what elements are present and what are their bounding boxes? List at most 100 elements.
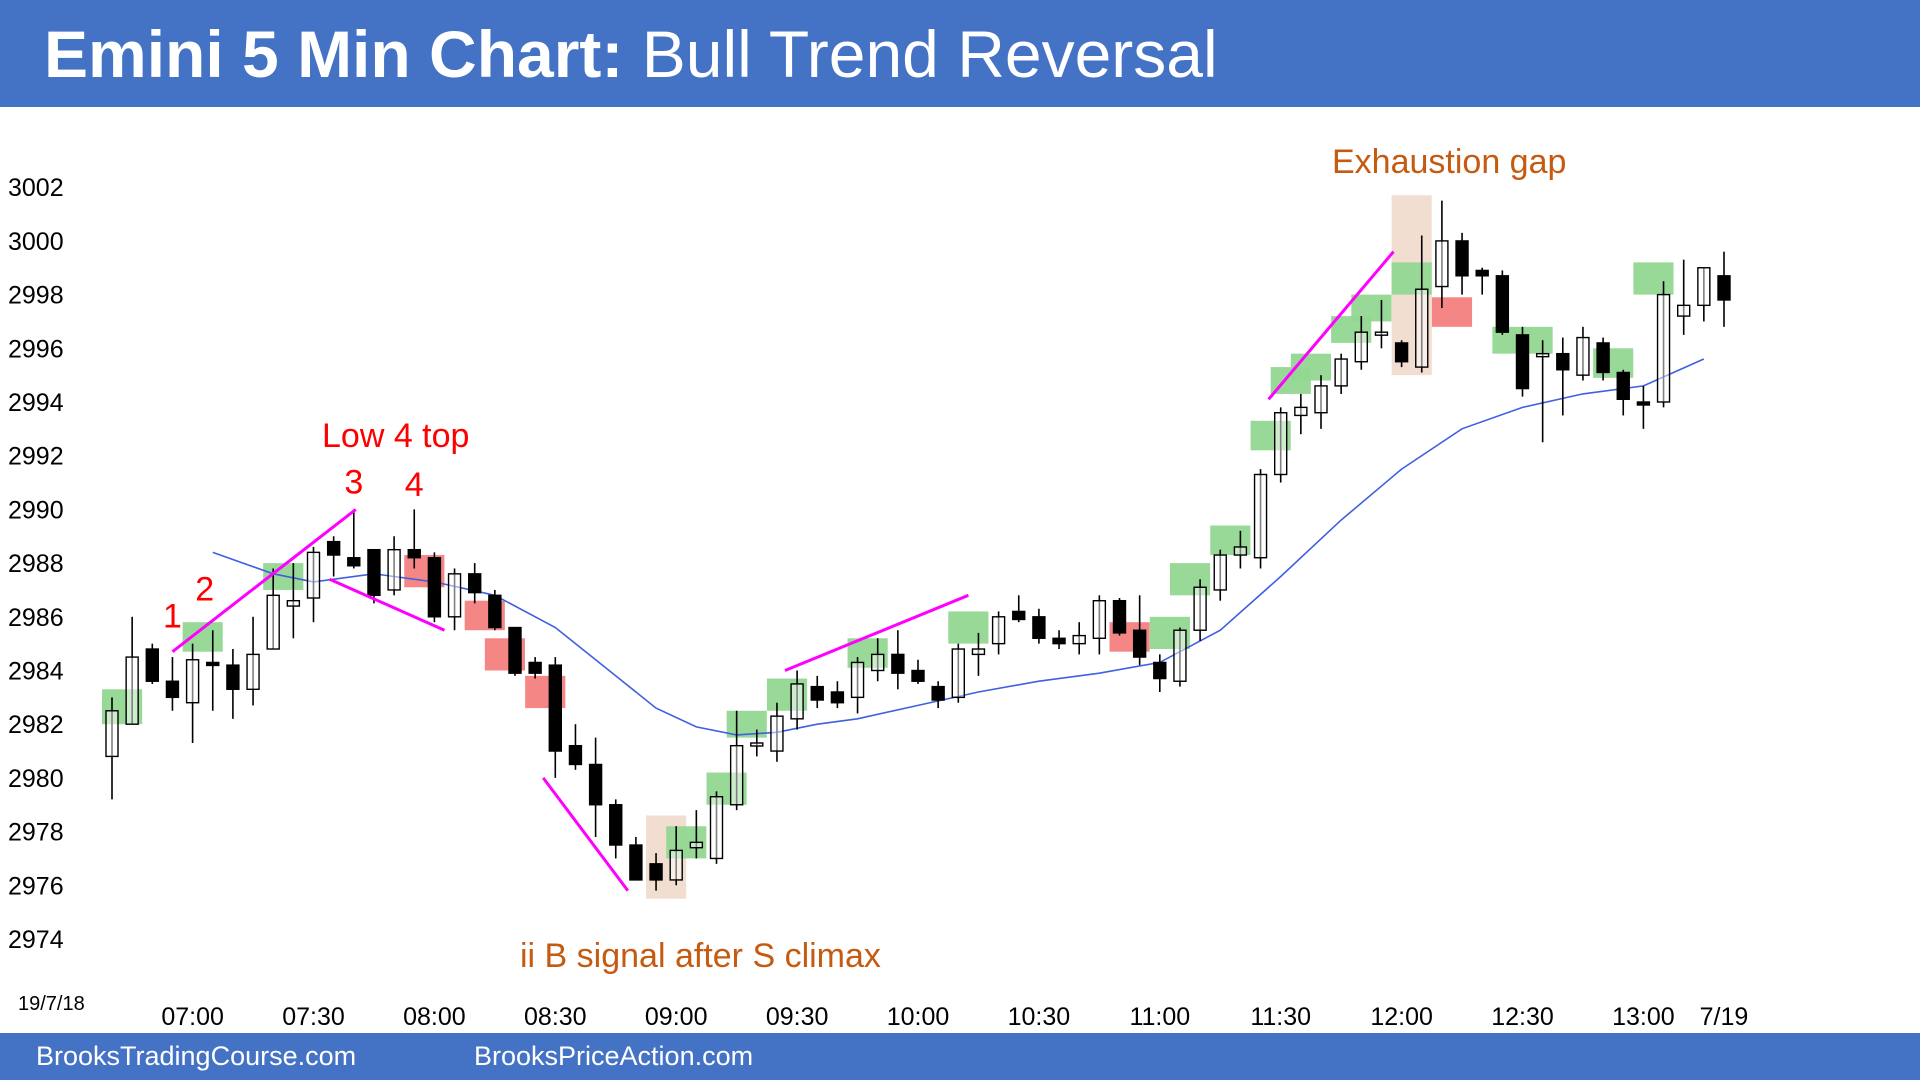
bear-candle-body: [1515, 334, 1530, 390]
y-tick-label: 3002: [8, 174, 64, 202]
bull-candle-body: [246, 653, 260, 690]
bull-candle-body: [185, 659, 200, 704]
bull-candle-body: [1334, 358, 1348, 387]
bear-candle-body: [588, 763, 603, 806]
candle: [185, 643, 200, 743]
bull-candle-body: [971, 648, 986, 656]
candle: [991, 611, 1006, 655]
highlight-box-green: [1351, 294, 1392, 322]
x-tick-label: 10:30: [1008, 1003, 1071, 1031]
y-tick-label: 2988: [8, 550, 64, 578]
bull-candle-body: [1072, 634, 1086, 645]
bear-candle-body: [1495, 275, 1510, 333]
candle: [1173, 627, 1187, 687]
footer-left-link[interactable]: BrooksTradingCourse.com: [36, 1041, 357, 1071]
annotations: 19/7/18 Low 4 top Exhaustion gap ii B si…: [18, 143, 1566, 1015]
candle: [609, 799, 623, 859]
bear-candle-body: [488, 594, 502, 629]
bear-candle-body: [1112, 599, 1127, 634]
bull-candle-body: [286, 599, 301, 607]
candle: [145, 643, 160, 684]
bull-candle-body: [306, 551, 321, 599]
bull-candle-body: [750, 742, 764, 747]
y-tick-label: 2984: [8, 658, 64, 686]
candle: [1273, 407, 1288, 483]
bear-candle-body: [407, 548, 421, 559]
candle: [306, 546, 321, 623]
candle: [1112, 598, 1127, 636]
candle: [528, 657, 542, 679]
y-tick-label: 2986: [8, 604, 64, 632]
highlight-box-green: [948, 611, 989, 644]
bull-candle-body: [689, 841, 704, 849]
bull-candle-body: [387, 548, 401, 591]
candle: [709, 791, 724, 864]
bear-candle-body: [1012, 610, 1026, 621]
candle: [1475, 267, 1489, 295]
bear-candle-body: [548, 664, 562, 752]
candle: [1092, 595, 1107, 655]
exhaustion-gap-label: Exhaustion gap: [1332, 143, 1566, 181]
candle: [649, 853, 663, 891]
candle: [326, 536, 341, 577]
bull-candle-body: [1354, 331, 1369, 363]
candle: [1435, 200, 1449, 309]
bull-candle-body: [1435, 240, 1449, 288]
bear-candle-body: [911, 669, 925, 682]
bull-candle-body: [669, 849, 683, 881]
bull-candle-body: [266, 594, 280, 650]
candle: [447, 568, 462, 631]
candle: [1455, 232, 1469, 295]
bear-candle-body: [891, 653, 905, 674]
x-tick-label: 08:30: [524, 1003, 587, 1031]
bull-candle-body: [1676, 304, 1691, 317]
candle: [588, 737, 603, 837]
footer-right-link[interactable]: BrooksPriceAction.com: [474, 1041, 754, 1071]
candle: [850, 657, 865, 714]
date-label: 19/7/18: [18, 993, 85, 1015]
bull-candle-body: [850, 661, 865, 699]
y-tick-label: 3000: [8, 228, 64, 256]
bull-candle-body: [951, 648, 965, 699]
bear-candle-body: [508, 626, 522, 674]
candle: [1132, 595, 1147, 666]
candle: [1656, 281, 1671, 408]
y-tick-label: 2978: [8, 819, 64, 847]
bull-candle-body: [1173, 629, 1187, 682]
bull-candle-body: [991, 616, 1006, 645]
bear-candle-body: [830, 691, 845, 704]
bear-candle-body: [347, 557, 361, 567]
candle: [1576, 326, 1590, 381]
candle: [246, 616, 260, 706]
x-tick-label: 7/19: [1700, 1003, 1749, 1031]
bull-candle-body: [770, 715, 784, 752]
x-tick-label: 13:00: [1612, 1003, 1675, 1031]
bull-candle-body: [1193, 586, 1207, 631]
candle: [468, 563, 482, 604]
moving-average: [212, 358, 1705, 736]
candle: [729, 710, 744, 811]
x-tick-label: 11:00: [1129, 1003, 1190, 1031]
candle: [1717, 251, 1731, 327]
x-tick-label: 11:30: [1250, 1003, 1311, 1031]
bear-candle-body: [1394, 342, 1409, 363]
candle: [891, 630, 905, 690]
bear-candle-body: [568, 744, 583, 766]
y-axis: 2974 2976 2978 2980 2982 2984 2986 2988 2990 2992…: [8, 174, 64, 954]
bull-candle-body: [729, 744, 744, 806]
candle: [347, 509, 361, 569]
trendline: [542, 776, 630, 892]
candle: [1394, 340, 1409, 368]
bear-candle-body: [206, 661, 220, 667]
candle: [689, 810, 704, 859]
candle: [367, 548, 381, 604]
bear-candle-body: [1032, 616, 1046, 639]
y-tick-label: 2990: [8, 496, 64, 524]
candle: [407, 509, 421, 569]
title-rest: Bull Trend Reversal: [641, 17, 1218, 91]
candle: [1233, 530, 1248, 569]
bear-candle-body: [649, 863, 663, 881]
y-tick-label: 2992: [8, 443, 64, 471]
candle: [810, 675, 824, 709]
candle: [1415, 235, 1429, 373]
